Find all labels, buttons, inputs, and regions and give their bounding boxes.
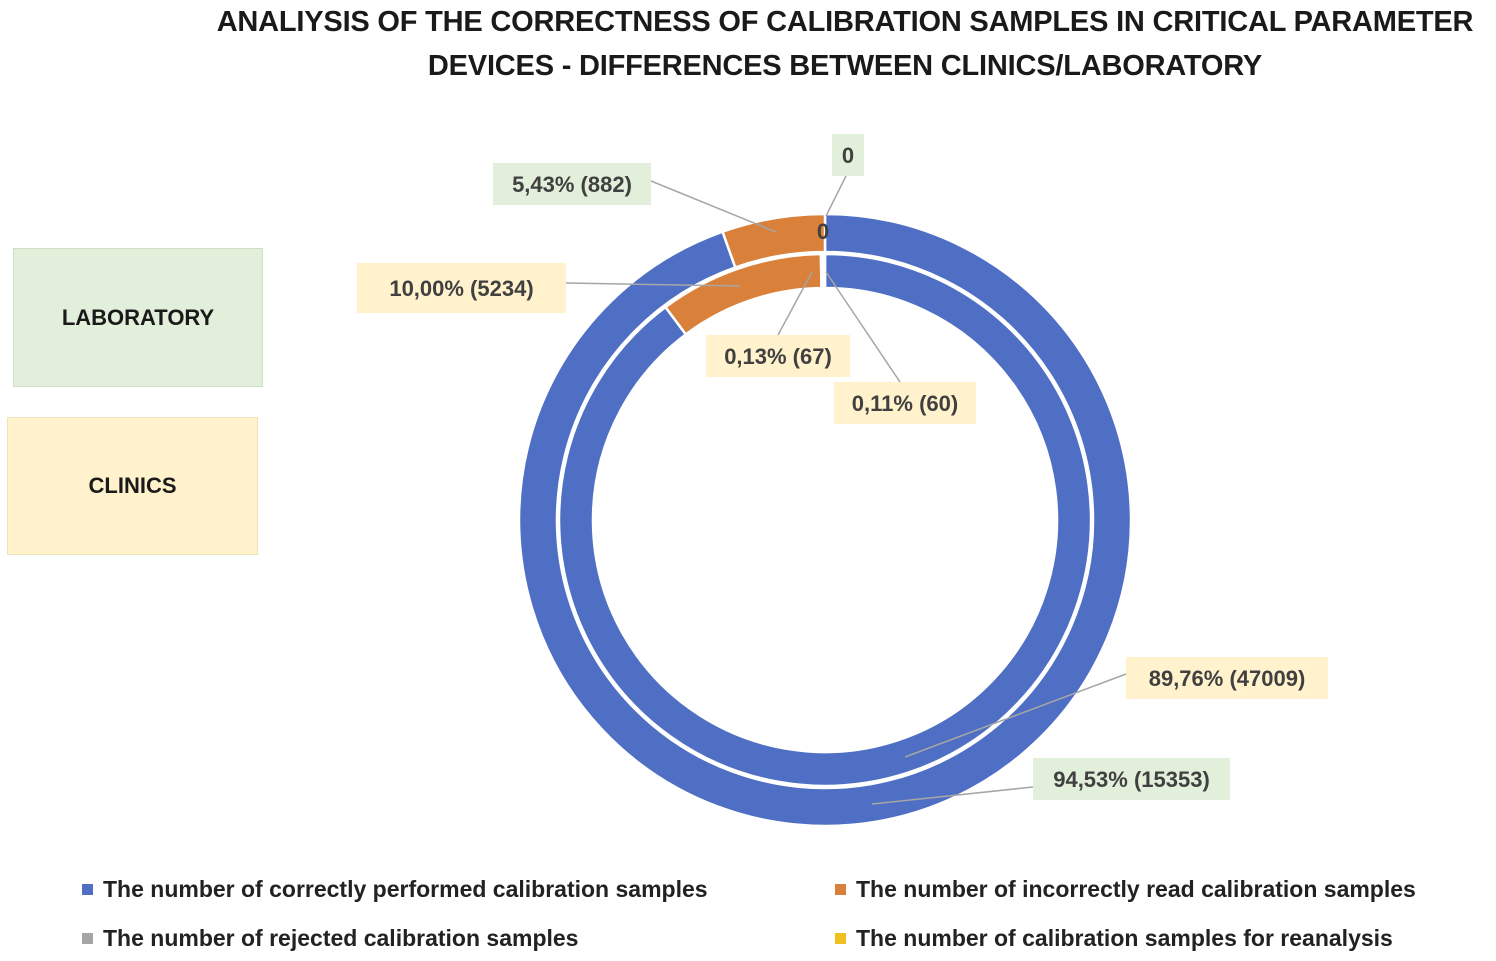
- legend-swatch-correct: [82, 884, 93, 895]
- leader-line-inner-incorrect: [565, 282, 741, 287]
- leader-line-outer-rejected: [825, 175, 847, 217]
- chart-title-line-1: ANALIYSIS OF THE CORRECTNESS OF CALIBRAT…: [216, 6, 1474, 38]
- outer-ring-slice-correct: [517, 212, 1133, 828]
- data-label-inner-incorrect: 10,00% (5234): [389, 276, 533, 301]
- inner-ring-slice-correct: [557, 252, 1093, 788]
- data-label-bg-outer-rejected: [832, 134, 864, 176]
- data-label-bg-inner-rejected: [706, 335, 850, 377]
- data-label-outer-incorrect: 5,43% (882): [512, 172, 632, 197]
- leader-line-outer-incorrect: [650, 180, 777, 233]
- data-label-inner-reanalysis: 0,11% (60): [852, 391, 958, 416]
- legend-item-reanalysis: The number of calibration samples for re…: [835, 925, 1393, 952]
- chart-title: ANALIYSIS OF THE CORRECTNESS OF CALIBRAT…: [190, 0, 1496, 88]
- legend-item-correct: The number of correctly performed calibr…: [82, 876, 708, 903]
- laboratory-label-box: LABORATORY: [13, 248, 263, 387]
- legend-swatch-reanalysis: [835, 933, 846, 944]
- data-label-outer-rejected: 0: [842, 143, 854, 168]
- data-label-bg-inner-incorrect: [357, 263, 566, 313]
- legend-label-incorrect: The number of incorrectly read calibrati…: [856, 876, 1416, 902]
- data-label-inner-correct: 89,76% (47009): [1149, 666, 1306, 691]
- chart-title-line-2: DEVICES - DIFFERENCES BETWEEN CLINICS/LA…: [427, 50, 1263, 82]
- clinics-label: CLINICS: [88, 473, 177, 498]
- data-label-bg-outer-incorrect: [493, 163, 651, 205]
- data-label-outer-correct: 94,53% (15353): [1053, 767, 1210, 792]
- legend-label-rejected: The number of rejected calibration sampl…: [103, 925, 579, 951]
- clinics-label-box: CLINICS: [7, 417, 258, 555]
- laboratory-label: LABORATORY: [61, 304, 215, 330]
- legend-label-correct: The number of correctly performed calibr…: [103, 876, 708, 902]
- inner-ring-slice-reanalysis: [821, 252, 827, 290]
- data-label-bg-inner-correct: [1126, 657, 1328, 699]
- legend-swatch-incorrect: [835, 884, 846, 895]
- legend-item-rejected: The number of rejected calibration sampl…: [82, 925, 578, 952]
- leader-line-inner-correct: [904, 673, 1127, 758]
- legend-swatch-rejected: [82, 933, 93, 944]
- data-label-bg-outer-correct: [1033, 758, 1230, 800]
- legend-label-reanalysis: The number of calibration samples for re…: [856, 925, 1393, 951]
- leader-line-outer-correct: [871, 786, 1034, 805]
- data-label-bg-inner-reanalysis: [834, 382, 976, 424]
- legend-item-incorrect: The number of incorrectly read calibrati…: [835, 876, 1416, 903]
- leader-line-inner-reanalysis: [825, 271, 901, 383]
- data-label-inner-rejected: 0,13% (67): [724, 344, 832, 369]
- data-label-outer-reanalysis: 0: [817, 219, 829, 244]
- leader-line-inner-rejected: [777, 271, 813, 336]
